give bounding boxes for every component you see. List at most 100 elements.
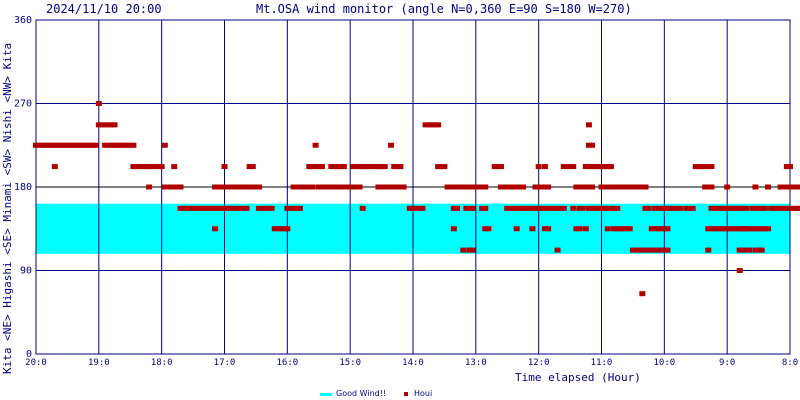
data-point: [58, 142, 65, 148]
data-point: [535, 184, 542, 190]
data-point: [535, 164, 542, 170]
data-point: [381, 164, 388, 170]
data-point: [419, 205, 426, 211]
data-point: [607, 205, 614, 211]
x-tick-label: 16:0: [276, 358, 298, 368]
data-point: [626, 184, 633, 190]
data-point: [491, 164, 498, 170]
data-point: [604, 226, 611, 232]
data-point: [180, 205, 187, 211]
data-point: [450, 184, 457, 190]
data-point: [601, 164, 608, 170]
data-point: [758, 226, 765, 232]
data-point: [36, 142, 43, 148]
data-point: [548, 205, 555, 211]
data-point: [318, 164, 325, 170]
data-point: [325, 184, 332, 190]
data-point: [633, 247, 640, 253]
data-point: [227, 184, 234, 190]
data-point: [661, 226, 668, 232]
data-point: [215, 184, 222, 190]
data-point: [658, 247, 665, 253]
data-point: [312, 142, 319, 148]
data-point: [416, 205, 423, 211]
data-point: [702, 164, 709, 170]
data-point: [733, 205, 740, 211]
data-point: [249, 164, 256, 170]
data-point: [529, 226, 536, 232]
data-point: [545, 226, 552, 232]
data-point: [479, 184, 486, 190]
data-point: [636, 247, 643, 253]
data-point: [743, 226, 750, 232]
data-point: [573, 226, 580, 232]
data-point: [249, 184, 256, 190]
data-point: [366, 164, 373, 170]
data-point: [582, 184, 589, 190]
data-point: [501, 184, 508, 190]
data-point: [130, 142, 137, 148]
data-point: [397, 184, 404, 190]
data-point: [400, 184, 407, 190]
data-point: [120, 142, 127, 148]
data-point: [513, 226, 520, 232]
data-point: [428, 122, 435, 128]
data-point: [146, 164, 153, 170]
data-point: [655, 205, 662, 211]
data-point: [532, 205, 539, 211]
data-point: [309, 184, 316, 190]
data-point: [42, 142, 49, 148]
data-point: [648, 226, 655, 232]
y-tick-label: 360: [14, 15, 32, 26]
data-point: [761, 205, 768, 211]
data-point: [589, 205, 596, 211]
y-axis-label: Kita <NE> Higashi <SE> Minami <SW> Nishi…: [1, 43, 14, 374]
data-point: [322, 184, 329, 190]
data-point: [579, 184, 586, 190]
data-point: [758, 205, 765, 211]
data-point: [95, 122, 102, 128]
data-point: [567, 164, 574, 170]
data-point: [296, 184, 303, 190]
data-point: [765, 184, 772, 190]
data-point: [535, 205, 542, 211]
data-point: [482, 205, 489, 211]
data-point: [227, 205, 234, 211]
data-point: [519, 205, 526, 211]
data-point: [673, 205, 680, 211]
data-point: [252, 184, 259, 190]
data-point: [190, 205, 197, 211]
data-point: [746, 247, 753, 253]
data-point: [482, 226, 489, 232]
data-point: [538, 184, 545, 190]
data-point: [463, 184, 470, 190]
x-tick-label: 12:0: [528, 358, 550, 368]
data-point: [315, 184, 322, 190]
data-point: [293, 184, 300, 190]
data-point: [391, 184, 398, 190]
data-point: [692, 164, 699, 170]
data-point: [130, 164, 137, 170]
data-point: [749, 205, 756, 211]
data-point: [155, 164, 162, 170]
data-point: [378, 184, 385, 190]
data-point: [604, 184, 611, 190]
data-point: [265, 205, 272, 211]
data-point: [64, 142, 71, 148]
data-point: [303, 184, 310, 190]
data-point: [639, 247, 646, 253]
data-point: [592, 164, 599, 170]
data-point: [752, 205, 759, 211]
data-point: [746, 226, 753, 232]
data-point: [585, 205, 592, 211]
x-tick-label: 18:0: [151, 358, 173, 368]
data-point: [629, 247, 636, 253]
data-point: [331, 164, 338, 170]
data-point: [702, 184, 709, 190]
data-point: [284, 205, 291, 211]
data-point: [356, 164, 363, 170]
data-point: [777, 205, 784, 211]
data-point: [293, 205, 300, 211]
data-point: [33, 142, 39, 148]
data-point: [422, 122, 429, 128]
